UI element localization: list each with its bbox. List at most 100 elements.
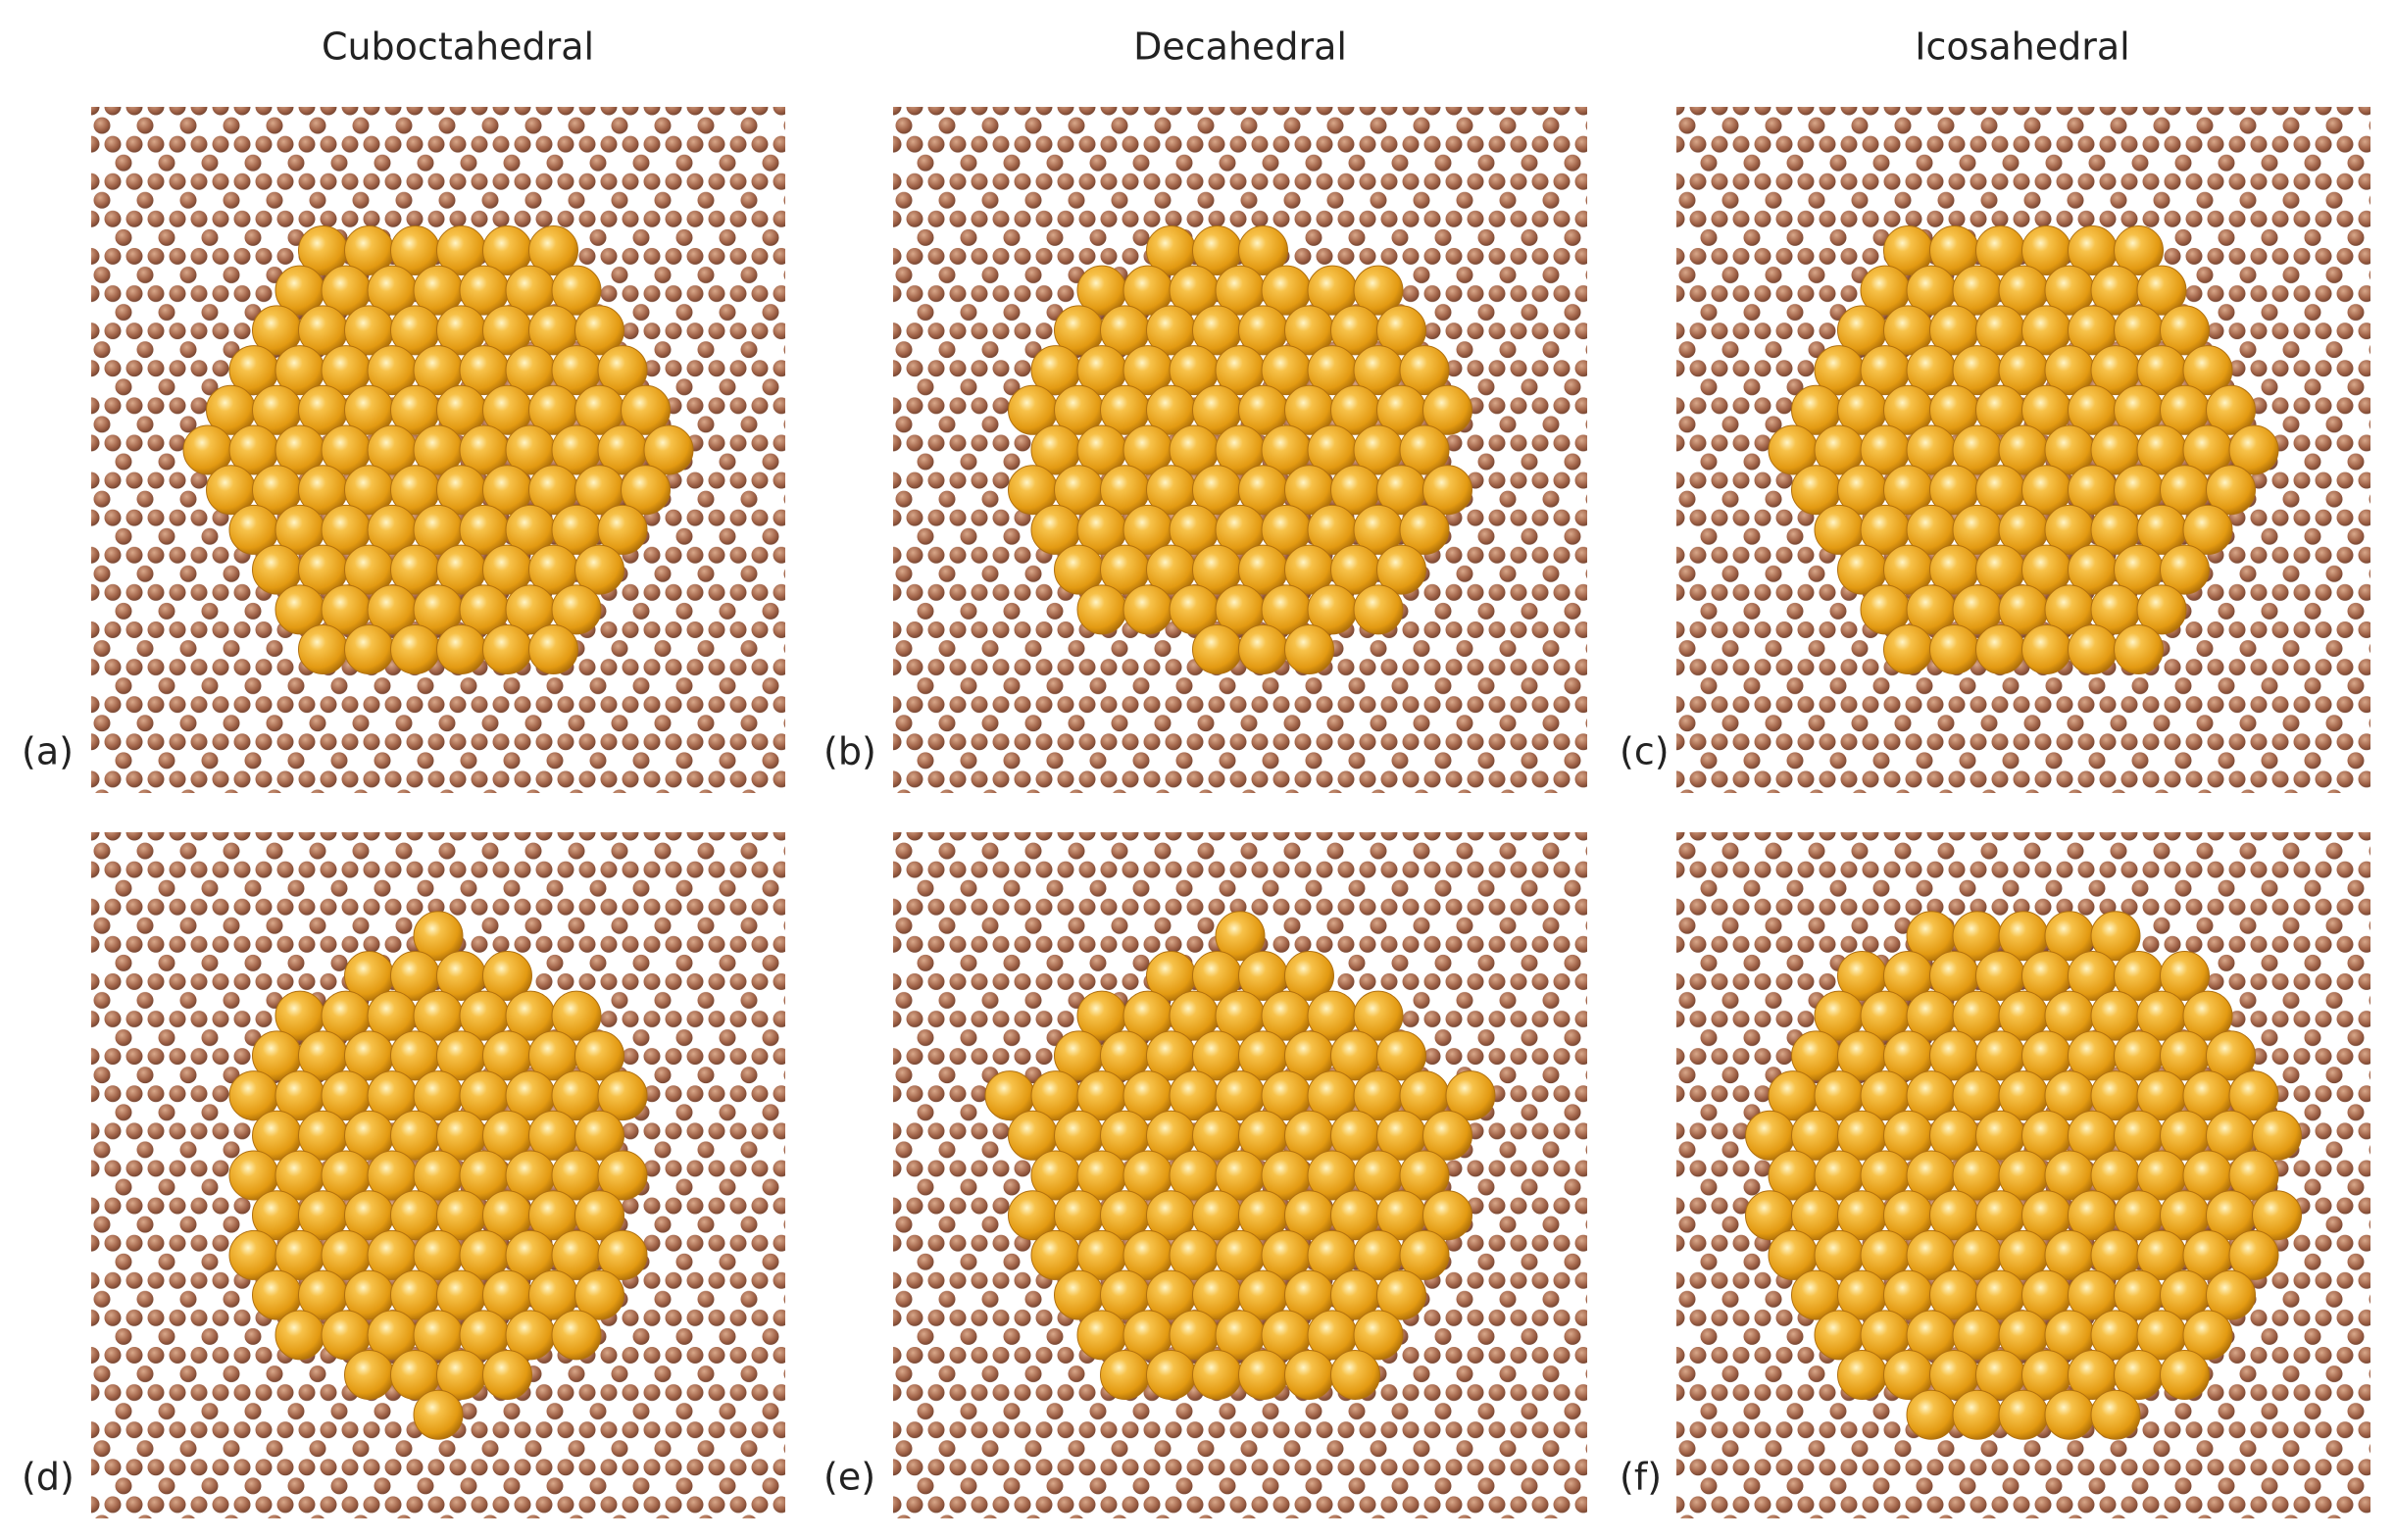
gold-atom xyxy=(621,465,671,516)
nanoparticle xyxy=(228,911,648,1440)
gold-atom xyxy=(2228,1229,2279,1280)
gold-atom xyxy=(1284,950,1334,1001)
gold-atom xyxy=(436,624,486,675)
gold-atom xyxy=(2206,384,2256,435)
gold-atom xyxy=(1353,584,1404,635)
gold-atom xyxy=(413,1389,464,1440)
gold-atom xyxy=(2206,465,2256,516)
column-title: Decahedral xyxy=(1133,25,1347,69)
gold-atom xyxy=(2136,265,2187,316)
panel xyxy=(1676,107,2370,793)
panel xyxy=(91,832,785,1518)
gold-atom xyxy=(2206,1030,2256,1081)
gold-atom xyxy=(528,224,578,275)
gold-atom xyxy=(1238,1350,1288,1401)
gold-atom xyxy=(2182,990,2233,1041)
panel-label: (b) xyxy=(823,730,876,773)
gold-atom xyxy=(2160,544,2210,595)
gold-atom xyxy=(2228,424,2279,475)
gold-atom xyxy=(1076,584,1127,635)
gold-atom xyxy=(1100,1350,1150,1401)
gold-atom xyxy=(1422,1110,1472,1161)
gold-atom xyxy=(482,624,532,675)
gold-atom xyxy=(1906,1389,1957,1440)
gold-atom xyxy=(1399,504,1450,555)
panel-label: (f) xyxy=(1620,1456,1662,1499)
gold-atom xyxy=(2160,950,2210,1001)
gold-atom xyxy=(1376,544,1426,595)
gold-atom xyxy=(621,384,671,435)
gold-atom xyxy=(1284,1350,1334,1401)
gold-atom xyxy=(1975,624,2025,675)
gold-atom xyxy=(1929,624,1979,675)
panel xyxy=(91,107,785,793)
gold-atom xyxy=(1215,911,1266,962)
gold-atom xyxy=(551,1310,602,1361)
panel xyxy=(893,107,1587,793)
gold-atom xyxy=(2090,1389,2141,1440)
gold-atom xyxy=(2182,504,2233,555)
gold-atom xyxy=(1422,1190,1472,1241)
gold-atom xyxy=(1399,424,1450,475)
column-title: Cuboctahedral xyxy=(322,25,594,69)
gold-atom xyxy=(2114,624,2164,675)
gold-atom xyxy=(1837,1350,1887,1401)
gold-atom xyxy=(1330,1350,1380,1401)
gold-atom xyxy=(1952,1389,2003,1440)
gold-atom xyxy=(1122,584,1173,635)
panel-label: (d) xyxy=(22,1456,75,1499)
gold-atom xyxy=(2228,1150,2279,1201)
gold-atom xyxy=(574,305,624,356)
gold-atom xyxy=(1146,1350,1196,1401)
gold-atom xyxy=(1353,990,1404,1041)
gold-atom xyxy=(574,1269,624,1320)
gold-atom xyxy=(1376,1030,1426,1081)
gold-atom xyxy=(597,1229,648,1280)
panel xyxy=(1676,832,2370,1518)
gold-atom xyxy=(1422,465,1472,516)
gold-atom xyxy=(1883,624,1933,675)
gold-atom xyxy=(1376,1269,1426,1320)
gold-atom xyxy=(2114,224,2164,275)
gold-atom xyxy=(574,1190,624,1241)
gold-atom xyxy=(1238,624,1288,675)
gold-atom xyxy=(1192,1350,1242,1401)
gold-atom xyxy=(528,624,578,675)
gold-atom xyxy=(1399,1150,1450,1201)
nanoparticle xyxy=(1745,911,2302,1440)
gold-atom xyxy=(1192,624,1242,675)
gold-atom xyxy=(597,1070,648,1121)
nanoparticle xyxy=(1008,224,1472,675)
gold-atom xyxy=(2228,1070,2279,1121)
panel-label: (e) xyxy=(823,1456,875,1499)
gold-atom xyxy=(574,544,624,595)
gold-atom xyxy=(1238,224,1288,275)
gold-atom xyxy=(1376,305,1426,356)
column-title: Icosahedral xyxy=(1915,25,2129,69)
panel xyxy=(893,832,1587,1518)
gold-atom xyxy=(344,624,394,675)
gold-atom xyxy=(551,265,602,316)
gold-atom xyxy=(1399,1229,1450,1280)
gold-atom xyxy=(597,1150,648,1201)
gold-atom xyxy=(1353,265,1404,316)
gold-atom xyxy=(298,624,348,675)
nanoparticle xyxy=(182,224,694,675)
gold-atom xyxy=(2182,1310,2233,1361)
gold-atom xyxy=(574,1030,624,1081)
gold-atom xyxy=(482,950,532,1001)
gold-atom xyxy=(1445,1070,1496,1121)
gold-atom xyxy=(1353,1310,1404,1361)
gold-atom xyxy=(390,624,440,675)
gold-atom xyxy=(2044,1389,2095,1440)
gold-atom xyxy=(2090,911,2141,962)
gold-atom xyxy=(2068,624,2118,675)
gold-atom xyxy=(551,990,602,1041)
gold-atom xyxy=(2182,345,2233,396)
gold-atom xyxy=(1422,384,1472,435)
gold-atom xyxy=(2160,305,2210,356)
gold-atom xyxy=(2206,1269,2256,1320)
gold-atom xyxy=(344,1350,394,1401)
